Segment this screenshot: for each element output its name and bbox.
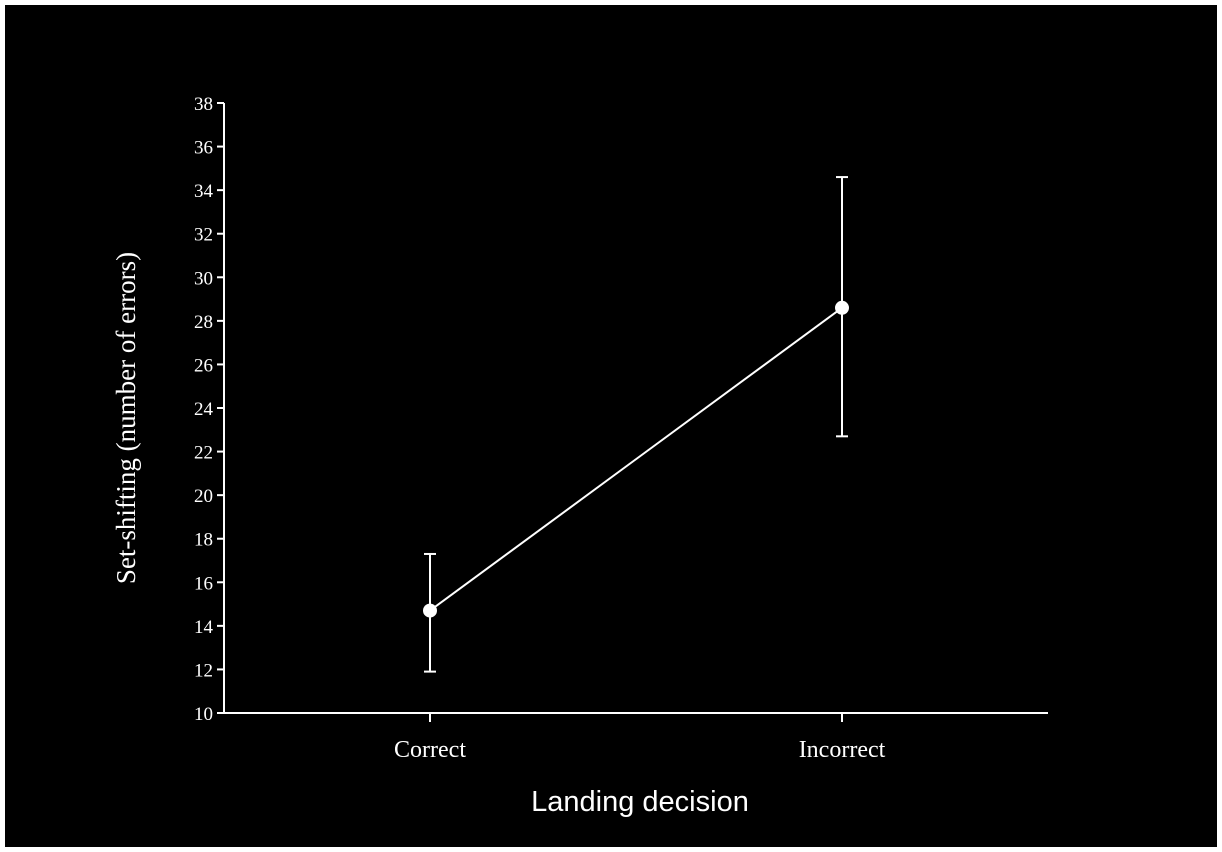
y-tick-label: 18 — [194, 530, 213, 551]
x-axis-label: Landing decision — [531, 786, 749, 818]
y-tick-label: 34 — [194, 181, 214, 202]
y-tick-label: 36 — [194, 138, 213, 159]
x-axis: Correct Incorrect — [224, 712, 1048, 763]
x-tick-label: Incorrect — [799, 737, 886, 763]
chart-frame: 10 12 14 16 18 20 22 24 26 28 30 32 34 36 38 Correct In… — [5, 5, 1217, 847]
y-tick-label: 14 — [194, 617, 214, 638]
y-tick-label: 12 — [194, 660, 213, 681]
y-tick-label: 26 — [194, 355, 213, 376]
y-tick-label: 30 — [194, 268, 213, 289]
y-tick-label: 28 — [194, 312, 213, 333]
y-tick-label: 16 — [194, 573, 213, 594]
series-line — [429, 306, 843, 612]
y-tick-label: 38 — [194, 94, 213, 115]
y-tick-label: 10 — [194, 704, 213, 725]
y-tick-label: 20 — [194, 486, 213, 507]
y-tick-label: 24 — [194, 399, 214, 420]
y-axis-label: Set-shifting (number of errors) — [111, 252, 141, 584]
y-tick-label: 32 — [194, 225, 213, 246]
y-axis: 10 12 14 16 18 20 22 24 26 28 30 32 34 36 38 — [194, 94, 225, 725]
data-point — [835, 300, 849, 315]
data-series — [423, 176, 849, 673]
y-tick-label: 22 — [194, 443, 213, 464]
x-tick-label: Correct — [394, 737, 466, 763]
data-point — [423, 603, 437, 618]
chart-area: 10 12 14 16 18 20 22 24 26 28 30 32 34 36 38 Correct In… — [111, 94, 1048, 818]
